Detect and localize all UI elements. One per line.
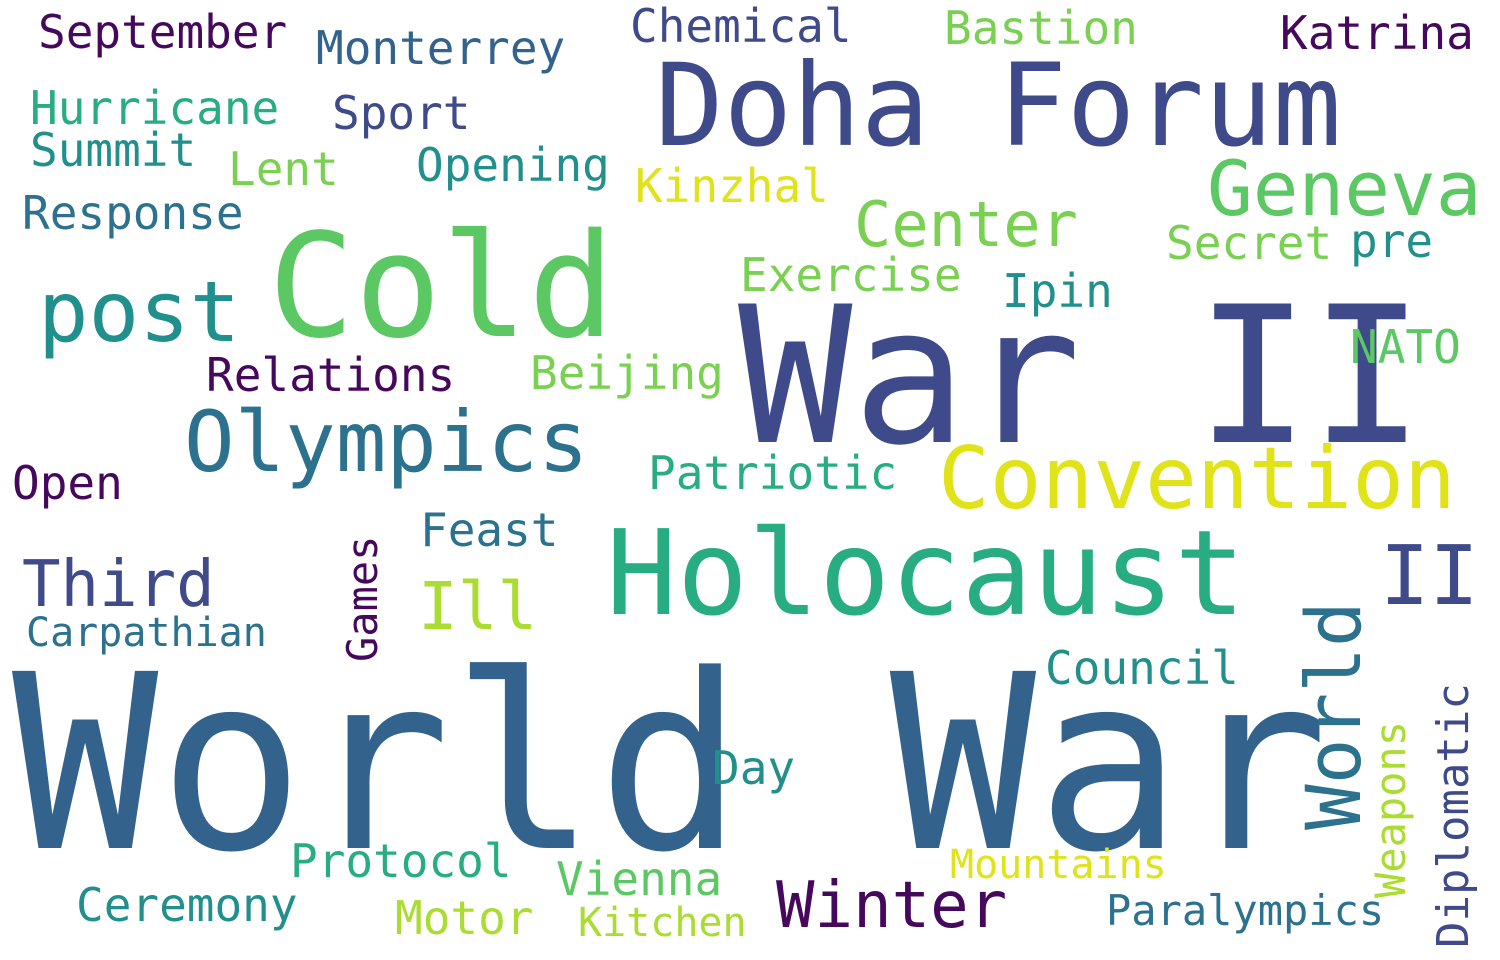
word-katrina: Katrina: [1280, 6, 1474, 60]
word-response: Response: [22, 186, 244, 240]
word-pre: pre: [1350, 214, 1434, 268]
word-convention: Convention: [938, 429, 1456, 529]
word-weapons: Weapons: [1366, 720, 1415, 898]
word-mountains: Mountains: [950, 842, 1167, 888]
word-kitchen: Kitchen: [578, 900, 747, 946]
word-doha-forum: Doha Forum: [655, 39, 1342, 172]
word-holocaust: Holocaust: [606, 504, 1246, 642]
word-carpathian: Carpathian: [26, 610, 267, 656]
word-lent: Lent: [228, 142, 339, 196]
word-bastion: Bastion: [944, 1, 1138, 55]
word-olympics: Olympics: [184, 393, 589, 491]
word-world-war: World War: [12, 623, 1329, 906]
word-center: Center: [854, 188, 1078, 261]
word-summit: Summit: [30, 123, 197, 177]
word-beijing: Beijing: [530, 346, 724, 400]
word-council: Council: [1045, 641, 1239, 695]
word-september: September: [38, 5, 288, 59]
word-ceremony: Ceremony: [76, 878, 298, 932]
word-winter: Winter: [776, 869, 1008, 943]
word-open: Open: [12, 456, 123, 510]
word-sport: Sport: [332, 86, 471, 140]
word-world-vertical: World: [1289, 601, 1378, 830]
word-secret: Secret: [1166, 216, 1333, 270]
word-patriotic: Patriotic: [648, 446, 898, 500]
word-chemical: Chemical: [630, 0, 852, 53]
word-third: Third: [22, 548, 215, 622]
word-opening: Opening: [416, 138, 610, 192]
word-cold: Cold: [268, 202, 615, 370]
word-feast: Feast: [420, 503, 559, 557]
word-post: post: [38, 263, 241, 361]
word-day: Day: [712, 741, 796, 795]
word-paralympics: Paralympics: [1106, 886, 1385, 935]
word-war-ii: War II: [738, 266, 1425, 487]
word-geneva: Geneva: [1207, 144, 1482, 233]
word-vienna: Vienna: [556, 852, 723, 906]
word-protocol: Protocol: [290, 834, 512, 888]
word-motor: Motor: [395, 891, 534, 945]
word-games: Games: [338, 535, 387, 662]
word-ipin: Ipin: [1002, 264, 1113, 318]
word-kinzhal: Kinzhal: [635, 159, 829, 213]
word-exercise: Exercise: [740, 248, 962, 302]
word-monterrey: Monterrey: [316, 21, 566, 75]
word-diplomatic: Diplomatic: [1428, 683, 1479, 948]
word-hurricane: Hurricane: [30, 81, 280, 135]
word-nato: NATO: [1350, 320, 1461, 374]
word-ill: Ill: [418, 568, 538, 645]
word-ii-right: II: [1380, 529, 1479, 624]
word-relations: Relations: [206, 348, 456, 402]
